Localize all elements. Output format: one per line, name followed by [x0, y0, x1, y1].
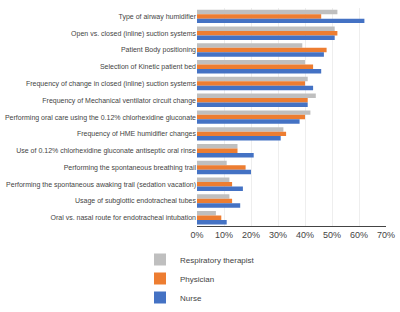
svg-text:Usage of subglottic endotrache: Usage of subglottic endotracheal tubes	[75, 197, 197, 205]
svg-text:Physician: Physician	[180, 275, 214, 284]
svg-text:Performing the spontaneous bre: Performing the spontaneous breathing tra…	[64, 164, 197, 172]
svg-text:50%: 50%	[323, 230, 341, 240]
svg-text:0%: 0%	[190, 230, 203, 240]
svg-text:60%: 60%	[350, 230, 368, 240]
svg-text:Use of 0.12% chlorhexidine glu: Use of 0.12% chlorhexidine gluconate ant…	[16, 147, 196, 155]
svg-text:Nurse: Nurse	[180, 294, 202, 303]
svg-text:10%: 10%	[215, 230, 233, 240]
svg-text:Patient Body positioning: Patient Body positioning	[121, 46, 196, 54]
svg-text:40%: 40%	[296, 230, 314, 240]
svg-text:Respiratory therapist: Respiratory therapist	[180, 256, 255, 265]
svg-text:Selection of Kinetic patient b: Selection of Kinetic patient bed	[100, 63, 196, 71]
svg-text:30%: 30%	[269, 230, 287, 240]
svg-text:Frequency of change in closed: Frequency of change in closed (inline) s…	[26, 80, 197, 88]
svg-text:20%: 20%	[242, 230, 260, 240]
svg-text:Type of airway humidifier: Type of airway humidifier	[119, 13, 197, 21]
svg-text:70%: 70%	[377, 230, 395, 240]
svg-text:Performing oral care using the: Performing oral care using the 0.12% chl…	[5, 114, 196, 122]
svg-text:Open vs. closed (inline) sucti: Open vs. closed (inline) suction systems	[71, 30, 196, 38]
svg-text:Oral vs. nasal route for endot: Oral vs. nasal route for endotracheal in…	[50, 214, 196, 221]
svg-text:Frequency of Mechanical ventil: Frequency of Mechanical ventilator circu…	[42, 97, 196, 105]
svg-text:Performing the spontaneous awa: Performing the spontaneous awaking trail…	[6, 181, 196, 189]
svg-text:Frequency of HME humidifier ch: Frequency of HME humidifier changes	[77, 130, 197, 138]
